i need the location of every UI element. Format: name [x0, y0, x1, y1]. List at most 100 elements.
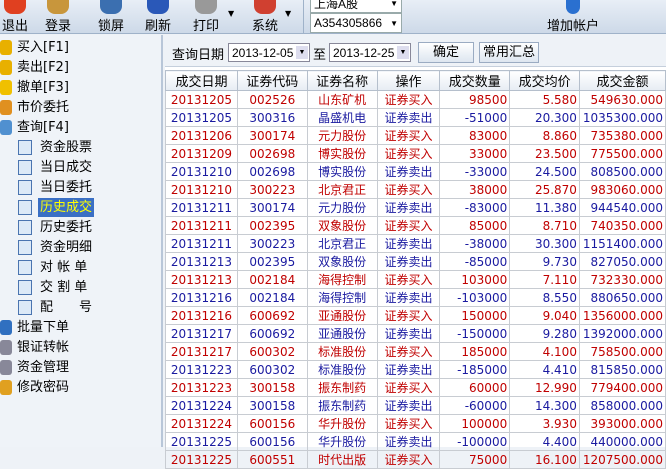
table-cell: 1151400.000	[578, 234, 666, 253]
table-cell: 775500.000	[578, 144, 666, 163]
table-cell: 1356000.000	[578, 306, 666, 325]
start-date-select[interactable]: 2013-12-05 ▼	[228, 43, 310, 62]
table-cell: -103000	[439, 288, 511, 307]
exit-button[interactable]: 退出	[0, 0, 30, 34]
table-cell: 300223	[236, 180, 308, 199]
table-cell: 002395	[236, 252, 308, 271]
table-row[interactable]: 20131210 300223 北京君正 证券买入 38000 25.870 983060.…	[165, 180, 666, 199]
table-cell: 山东矿机	[306, 90, 378, 109]
table-cell: 双象股份	[306, 216, 378, 235]
table-cell: 100000	[439, 414, 511, 433]
refresh-icon	[147, 0, 169, 14]
table-cell: 150000	[439, 306, 511, 325]
table-row[interactable]: 20131205 002526 山东矿机 证券买入 98500 5.580 549630.0…	[165, 90, 666, 109]
table-row[interactable]: 20131223 600302 标准股份 证券卖出 -185000 4.410 815850…	[165, 360, 666, 379]
table-cell: 20131223	[165, 360, 238, 379]
printer-button[interactable]: 打印	[188, 0, 224, 34]
table-cell: 732330.000	[578, 270, 666, 289]
column-header[interactable]: 成交均价	[509, 70, 580, 91]
sidebar-item-label: 资金管理	[17, 360, 70, 375]
table-row[interactable]: 20131217 600692 亚通股份 证券卖出 -150000 9.280 139200…	[165, 324, 666, 343]
table-cell: 华升股份	[306, 414, 378, 433]
table-row[interactable]: 20131210 002698 博实股份 证券卖出 -33000 24.500 808500…	[165, 162, 666, 181]
table-row[interactable]: 20131223 300158 振东制药 证券买入 60000 12.990 779400.…	[165, 378, 666, 397]
table-cell: 740350.000	[578, 216, 666, 235]
market-value: 上海A股	[314, 0, 359, 11]
table-cell: 300223	[236, 234, 308, 253]
toolbar-divider	[303, 0, 304, 33]
table-cell: 证券买入	[376, 180, 441, 199]
table-cell: 549630.000	[578, 90, 666, 109]
table-cell: 600692	[236, 306, 308, 325]
table-row[interactable]: 20131205 300316 晶盛机电 证券卖出 -51000 20.300 103530…	[165, 108, 666, 127]
toolbar-label: 系统	[251, 19, 278, 34]
login-user-button[interactable]: 登录	[40, 0, 76, 34]
column-header[interactable]: 成交日期	[165, 70, 238, 91]
column-header[interactable]: 证券代码	[236, 70, 308, 91]
add-account-label: 增加帐户	[546, 19, 599, 34]
sidebar-subitem-label: 历史成交	[38, 198, 95, 217]
confirm-button[interactable]: 确定	[418, 42, 474, 63]
table-cell: 20131209	[165, 144, 238, 163]
table-row[interactable]: 20131213 002184 海得控制 证券买入 103000 7.110 732330.…	[165, 270, 666, 289]
table-row[interactable]: 20131211 300174 元力股份 证券卖出 -83000 11.380 944540…	[165, 198, 666, 217]
table-cell: 证券卖出	[376, 324, 441, 343]
refresh-button[interactable]: 刷新	[140, 0, 176, 34]
table-cell: 20131205	[165, 90, 238, 109]
column-header[interactable]: 证券名称	[306, 70, 378, 91]
table-row[interactable]: 20131209 002698 博实股份 证券买入 33000 23.500 775500.…	[165, 144, 666, 163]
document-icon	[18, 180, 32, 195]
table-row[interactable]: 20131211 002395 双象股份 证券买入 85000 8.710 740350.0…	[165, 216, 666, 235]
account-select[interactable]: A354305866 ▼	[310, 13, 402, 33]
table-row[interactable]: 20131216 002184 海得控制 证券卖出 -103000 8.550 880650…	[165, 288, 666, 307]
table-row[interactable]: 20131224 300158 振东制药 证券卖出 -60000 14.300 858000…	[165, 396, 666, 415]
lock-screen-button[interactable]: 锁屏	[93, 0, 129, 34]
end-date-select[interactable]: 2013-12-25 ▼	[329, 43, 411, 62]
table-cell: 002395	[236, 216, 308, 235]
table-row[interactable]: 20131213 002395 双象股份 证券卖出 -85000 9.730 827050.…	[165, 252, 666, 271]
table-row[interactable]: 20131225 600156 华升股份 证券卖出 -100000 4.400 440000…	[165, 432, 666, 451]
dropdown-arrow-icon[interactable]: ▼	[228, 9, 235, 18]
table-row[interactable]: 20131206 300174 元力股份 证券买入 83000 8.860 735380.0…	[165, 126, 666, 145]
table-cell: 证券买入	[376, 126, 441, 145]
table-cell: 20131225	[165, 450, 238, 469]
end-date-value: 2013-12-25	[333, 45, 395, 60]
column-header[interactable]: 成交金额	[578, 70, 666, 91]
table-cell: 北京君正	[306, 234, 378, 253]
toolbar-label: 登录	[44, 19, 71, 34]
column-header[interactable]: 操作	[376, 70, 441, 91]
table-cell: 827050.000	[578, 252, 666, 271]
add-account-button[interactable]: 增加帐户	[540, 0, 606, 34]
table-cell: -51000	[439, 108, 511, 127]
sidebar-subitem-label: 历史委托	[40, 220, 93, 235]
table-cell: 8.860	[509, 126, 580, 145]
dropdown-arrow-icon[interactable]: ▼	[285, 9, 292, 18]
printer-icon	[195, 0, 217, 14]
table-cell: 5.580	[509, 90, 580, 109]
summary-button[interactable]: 常用汇总	[479, 42, 539, 63]
system-tools-button[interactable]: 系统	[247, 0, 283, 34]
column-header[interactable]: 成交数量	[439, 70, 511, 91]
table-cell: 证券卖出	[376, 252, 441, 271]
exit-icon	[4, 0, 26, 14]
table-row[interactable]: 20131211 300223 北京君正 证券卖出 -38000 30.300 115140…	[165, 234, 666, 253]
table-cell: 20131223	[165, 378, 238, 397]
market-select[interactable]: 上海A股 ▼	[310, 0, 402, 13]
table-cell: 60000	[439, 378, 511, 397]
table-row[interactable]: 20131217 600302 标准股份 证券买入 185000 4.100 758500.…	[165, 342, 666, 361]
table-cell: 20131210	[165, 162, 238, 181]
table-row[interactable]: 20131216 600692 亚通股份 证券买入 150000 9.040 1356000…	[165, 306, 666, 325]
table-cell: 20131210	[165, 180, 238, 199]
table-cell: -33000	[439, 162, 511, 181]
table-row[interactable]: 20131224 600156 华升股份 证券买入 100000 3.930 393000.…	[165, 414, 666, 433]
table-cell: 证券买入	[376, 144, 441, 163]
chevron-down-icon: ▼	[390, 18, 398, 28]
table-cell: 20131224	[165, 396, 238, 415]
table-cell: 8.710	[509, 216, 580, 235]
toolbar-label: 打印	[192, 19, 219, 34]
table-cell: 证券买入	[376, 306, 441, 325]
lock-screen-icon	[100, 0, 122, 14]
sidebar-item-label: 市价委托	[17, 100, 70, 115]
table-cell: 证券卖出	[376, 432, 441, 451]
table-row[interactable]: 20131225 600551 时代出版 证券买入 75000 16.100 1207500…	[165, 450, 666, 469]
